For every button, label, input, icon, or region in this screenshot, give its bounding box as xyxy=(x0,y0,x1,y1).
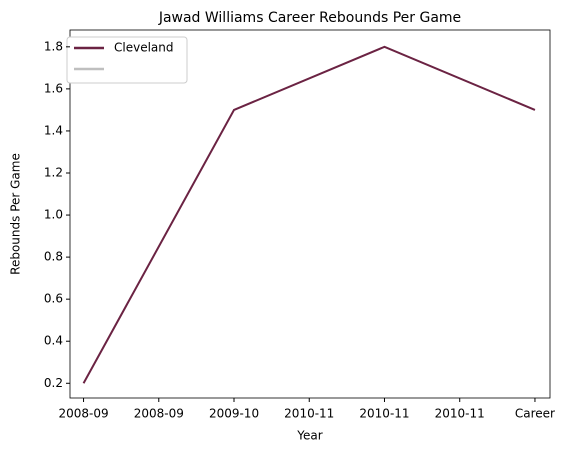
legend-label: Cleveland xyxy=(114,41,174,55)
x-tick-label: 2009-10 xyxy=(209,407,259,421)
x-tick-label: 2010-11 xyxy=(435,407,485,421)
y-tick-label: 1.2 xyxy=(44,165,63,179)
y-tick-label: 1.4 xyxy=(44,123,63,137)
x-tick-label: Career xyxy=(515,407,555,421)
y-tick-label: 1.0 xyxy=(44,208,63,222)
y-tick-label: 0.6 xyxy=(44,292,63,306)
chart-title: Jawad Williams Career Rebounds Per Game xyxy=(158,10,461,26)
y-tick-label: 0.2 xyxy=(44,376,63,390)
line xyxy=(82,45,536,384)
x-tick-label: 2008-09 xyxy=(58,407,108,421)
x-tick-label: 2010-11 xyxy=(284,407,334,421)
y-tick-label: 0.4 xyxy=(44,334,63,348)
y-tick-label: 1.8 xyxy=(44,39,63,53)
plot-frame xyxy=(69,29,551,399)
x-tick-label: 2010-11 xyxy=(359,407,409,421)
x-tick-label: 2008-09 xyxy=(134,407,184,421)
x-axis-label: Year xyxy=(296,429,322,443)
y-tick-label: 1.6 xyxy=(44,81,63,95)
y-axis-label: Rebounds Per Game xyxy=(9,153,23,275)
y-tick-label: 0.8 xyxy=(44,250,63,264)
